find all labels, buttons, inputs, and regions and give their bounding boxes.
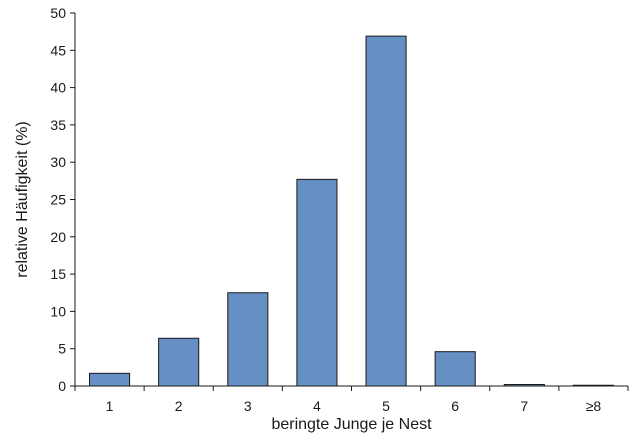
bar-2 (158, 337, 200, 387)
y-axis-title: relative Häufigkeit (%) (14, 121, 31, 278)
y-tick-label: 35 (50, 117, 66, 133)
y-tick-label: 10 (50, 303, 66, 319)
x-tick-label: 7 (520, 398, 528, 414)
x-tick-label: ≥8 (586, 398, 602, 414)
x-axis-title: beringte Junge je Nest (271, 416, 432, 433)
y-tick-label: 30 (50, 154, 66, 170)
y-tick-label: 5 (58, 341, 66, 357)
y-tick-label: 20 (50, 229, 66, 245)
x-tick-label: 5 (382, 398, 390, 414)
x-axis-ticks: 1 2 3 4 5 6 7 ≥8 (74, 386, 629, 414)
x-tick-label: 6 (451, 398, 459, 414)
x-tick-label: 4 (313, 398, 321, 414)
bar-3 (227, 292, 269, 387)
bar-5 (365, 35, 407, 387)
y-tick-label: 45 (50, 42, 66, 58)
bar-1 (89, 372, 131, 387)
x-tick-label: 1 (106, 398, 114, 414)
bar-6 (434, 351, 476, 387)
y-tick-label: 25 (50, 192, 66, 208)
y-tick-label: 40 (50, 80, 66, 96)
bar-4 (296, 178, 338, 387)
y-tick-label: 0 (58, 378, 66, 394)
y-tick-label: 50 (50, 5, 66, 21)
x-tick-label: 2 (175, 398, 183, 414)
y-axis-ticks: 0 5 10 15 20 25 30 35 40 45 50 (50, 5, 75, 394)
x-tick-label: 3 (244, 398, 252, 414)
y-tick-label: 15 (50, 266, 66, 282)
bars-group (89, 35, 614, 387)
